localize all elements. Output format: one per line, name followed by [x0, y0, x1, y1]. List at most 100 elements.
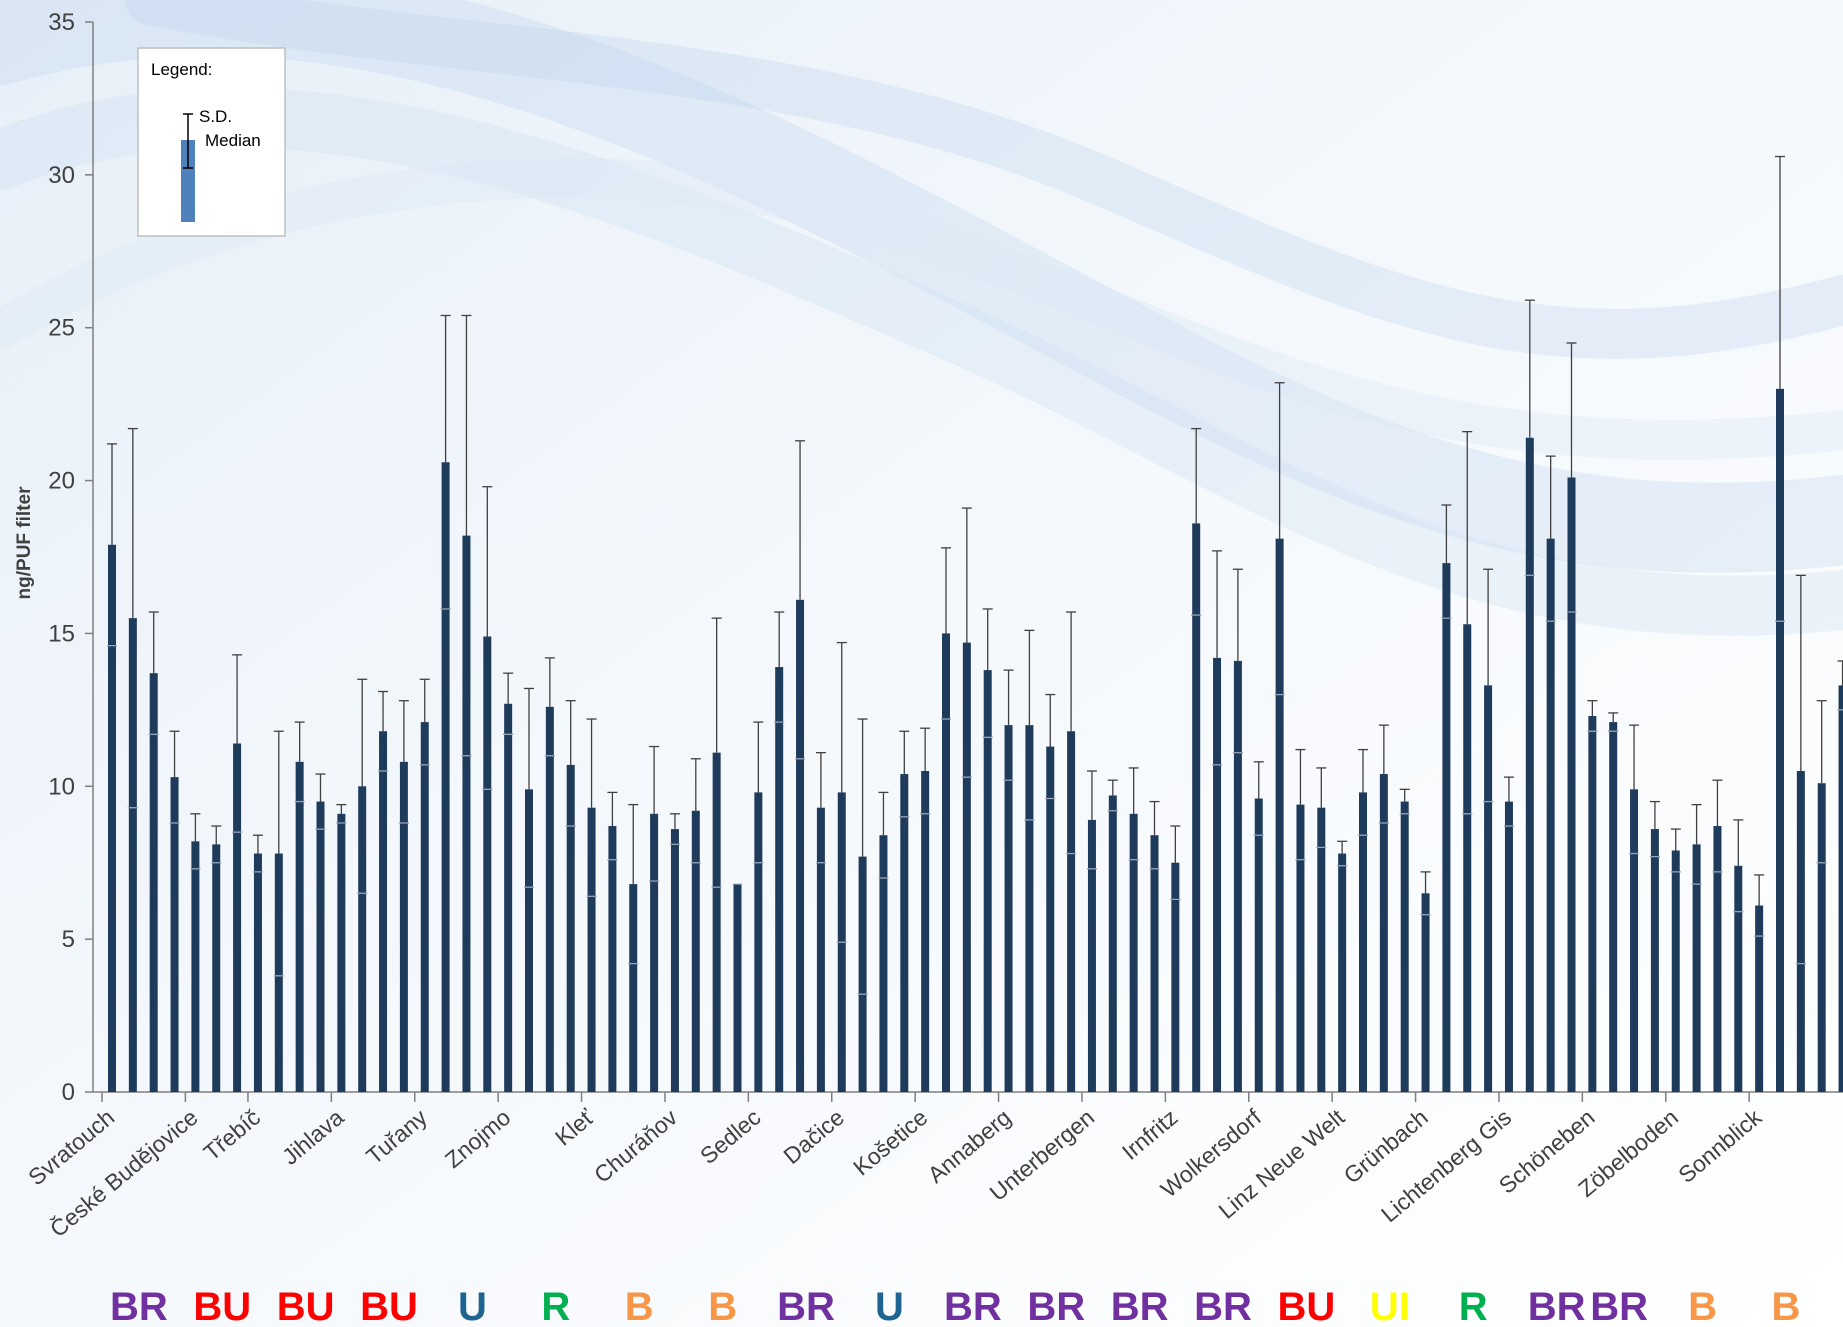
bar: [1421, 893, 1430, 1092]
bar: [420, 722, 429, 1092]
bar: [1463, 624, 1472, 1092]
category-code: B: [708, 1285, 737, 1327]
bar: [233, 743, 242, 1092]
bar: [1192, 523, 1201, 1092]
category-codes: BR BU BU BU U R B B BR U BR BR BR BR BU UI R BR BR B B: [110, 1285, 1800, 1327]
legend-sd-label: S.D.: [199, 107, 232, 126]
category-code: R: [541, 1285, 570, 1327]
bar: [1525, 437, 1534, 1092]
bar: [295, 761, 304, 1092]
category-code: B: [1688, 1285, 1717, 1327]
y-axis: 0 5 10 15 20 25 30 35: [48, 9, 94, 1106]
bar: [1692, 844, 1701, 1092]
bar: [483, 636, 492, 1092]
bar: [1713, 826, 1722, 1092]
bar: [1588, 715, 1597, 1092]
legend: Legend: S.D. Median: [137, 47, 286, 237]
bar: [1400, 801, 1409, 1092]
legend-box: [137, 47, 286, 237]
bar: [796, 599, 805, 1092]
bar: [1233, 660, 1242, 1092]
bar: [1296, 804, 1305, 1092]
y-tick-label: 35: [48, 9, 75, 36]
bar: [1317, 807, 1326, 1092]
legend-median-label: Median: [205, 131, 261, 150]
y-tick-label: 15: [48, 620, 75, 647]
bar: [1671, 850, 1680, 1092]
bar: [733, 884, 742, 1092]
category-code: BR: [944, 1285, 1002, 1327]
bar: [1254, 798, 1263, 1092]
bar: [1776, 388, 1784, 1092]
bar: [691, 810, 700, 1092]
bar: [379, 731, 388, 1092]
bar: [962, 642, 971, 1092]
bar: [754, 792, 763, 1092]
bar: [1150, 835, 1159, 1092]
bar: [1442, 563, 1451, 1092]
category-code: BU: [1278, 1285, 1336, 1327]
bar: [629, 884, 638, 1092]
category-code: BR: [1590, 1285, 1648, 1327]
bar: [1734, 865, 1743, 1092]
category-code: BR: [1111, 1285, 1169, 1327]
bar: [1609, 722, 1618, 1092]
bar: [108, 544, 116, 1092]
bar: [191, 841, 200, 1092]
category-code: B: [1772, 1285, 1801, 1327]
category-code: U: [875, 1285, 904, 1327]
bar: [1838, 685, 1843, 1092]
bar: [1504, 801, 1513, 1092]
bar: [1129, 813, 1138, 1092]
y-tick-label: 20: [48, 468, 75, 495]
category-code: BU: [193, 1285, 251, 1327]
bar: [816, 807, 825, 1092]
bar: [1275, 538, 1284, 1092]
bar: [504, 703, 513, 1092]
bar: [1796, 771, 1805, 1092]
bar: [1087, 819, 1096, 1092]
bar: [879, 835, 888, 1092]
bar: [921, 771, 930, 1092]
bar: [1067, 731, 1076, 1092]
category-code: B: [625, 1285, 654, 1327]
bar: [462, 535, 471, 1092]
category-code: R: [1459, 1285, 1488, 1327]
bar: [712, 752, 721, 1092]
bar: [1546, 538, 1555, 1092]
category-code: BR: [110, 1285, 168, 1327]
bar: [670, 829, 679, 1092]
bar: [1025, 725, 1034, 1092]
bar: [1484, 685, 1493, 1092]
bar: [587, 807, 596, 1092]
y-axis-label: ng/PUF filter: [14, 486, 35, 600]
y-tick-label: 5: [62, 926, 75, 953]
bars-series: [108, 388, 1843, 1092]
bar: [316, 801, 325, 1092]
category-code: BU: [360, 1285, 418, 1327]
category-code: BR: [777, 1285, 835, 1327]
bar: [1004, 725, 1013, 1092]
bar: [1379, 774, 1388, 1092]
bar: [900, 774, 909, 1092]
bar: [545, 706, 554, 1092]
category-code: BR: [1194, 1285, 1252, 1327]
bar: [942, 633, 950, 1092]
category-code: BR: [1528, 1285, 1586, 1327]
bar: [775, 667, 784, 1092]
category-code: BU: [277, 1285, 335, 1327]
y-tick-label: 30: [48, 162, 75, 189]
bar: [1171, 862, 1180, 1092]
bar: [253, 853, 262, 1092]
y-tick-label: 25: [48, 315, 75, 342]
bar: [1213, 657, 1222, 1092]
bar: [1359, 792, 1367, 1092]
bar: [337, 813, 346, 1092]
bar: [128, 618, 137, 1092]
bar: [170, 777, 179, 1092]
category-code: U: [458, 1285, 487, 1327]
bar: [608, 826, 617, 1092]
bar: [358, 786, 367, 1092]
